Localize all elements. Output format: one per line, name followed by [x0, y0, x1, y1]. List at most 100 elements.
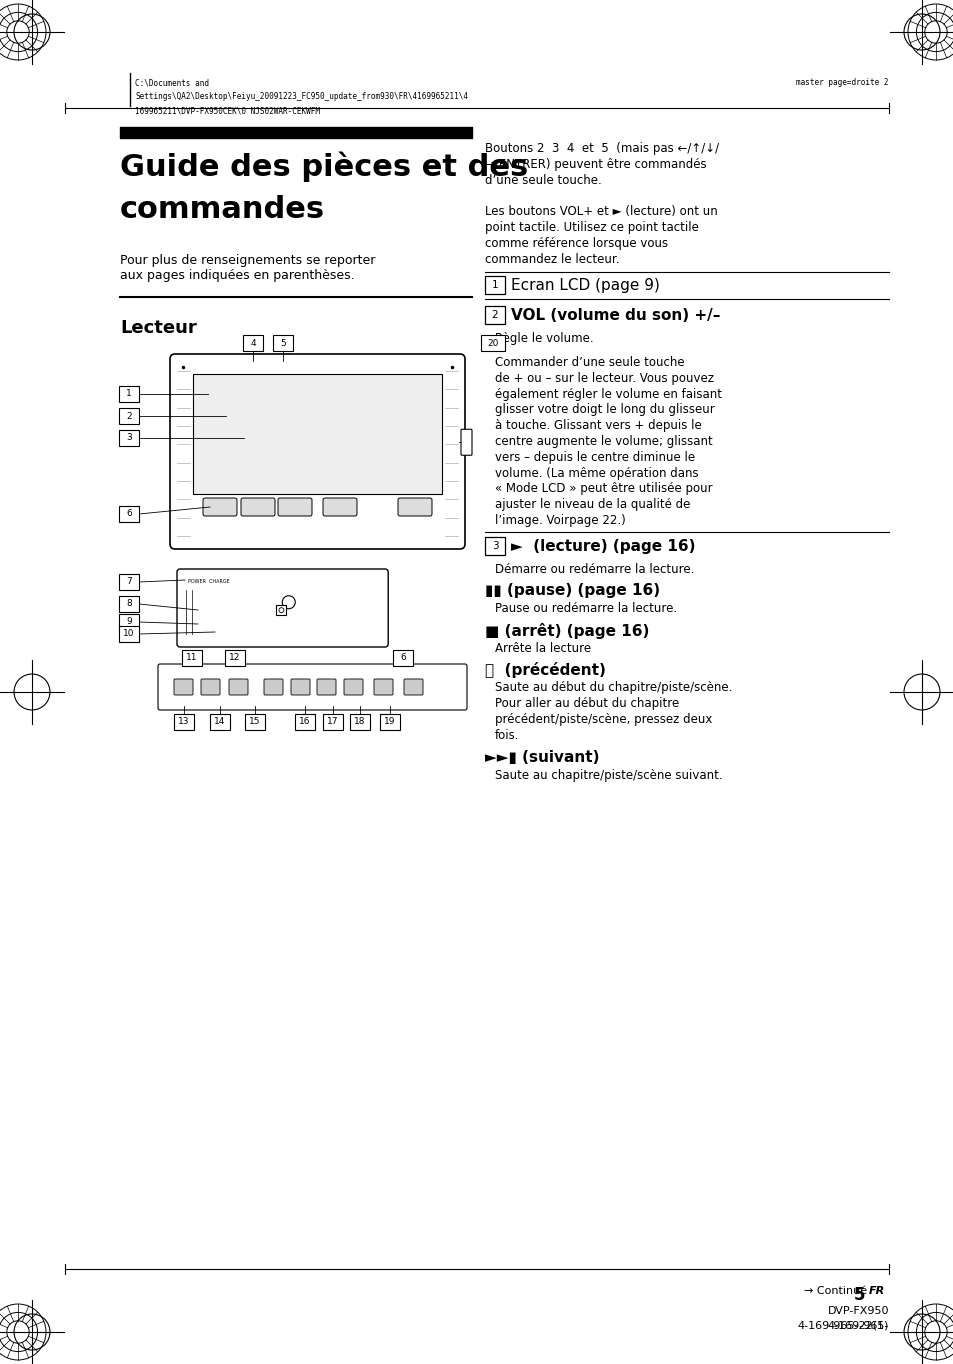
Bar [193, 374, 441, 494]
Text: 9: 9 [126, 618, 132, 626]
Text: 6: 6 [400, 653, 406, 663]
Text: 17: 17 [327, 717, 338, 727]
Text: 7: 7 [126, 577, 132, 587]
FancyBboxPatch shape [170, 355, 464, 548]
Text: VOL (volume du son) +/–: VOL (volume du son) +/– [511, 308, 720, 323]
Text: ►  (lecture) (page 16): ► (lecture) (page 16) [511, 539, 695, 554]
Text: Saute au chapitre/piste/scène suivant.: Saute au chapitre/piste/scène suivant. [495, 768, 721, 782]
FancyBboxPatch shape [264, 679, 283, 696]
FancyBboxPatch shape [201, 679, 220, 696]
Text: C:\Documents and: C:\Documents and [135, 78, 209, 87]
Text: DVP-FX950: DVP-FX950 [826, 1305, 888, 1316]
FancyBboxPatch shape [203, 498, 236, 516]
Bar [294, 713, 314, 730]
FancyBboxPatch shape [277, 498, 312, 516]
Bar [276, 606, 286, 615]
Text: ajuster le niveau de la qualité de: ajuster le niveau de la qualité de [495, 498, 690, 512]
Text: 19: 19 [384, 717, 395, 727]
Text: 1: 1 [491, 281, 497, 291]
Text: 11: 11 [186, 653, 197, 663]
Text: centre augmente le volume; glissant: centre augmente le volume; glissant [495, 435, 712, 449]
Bar [119, 430, 139, 446]
Text: 12: 12 [229, 653, 240, 663]
Text: l’image. Voirpage 22.): l’image. Voirpage 22.) [495, 514, 625, 527]
Text: également régler le volume en faisant: également régler le volume en faisant [495, 387, 721, 401]
Text: point tactile. Utilisez ce point tactile: point tactile. Utilisez ce point tactile [484, 221, 699, 235]
FancyBboxPatch shape [173, 679, 193, 696]
Text: 5: 5 [280, 338, 286, 348]
Text: 14: 14 [214, 717, 226, 727]
Bar [245, 713, 265, 730]
Text: Guide des pièces et des: Guide des pièces et des [120, 151, 528, 183]
Bar [173, 713, 193, 730]
Text: 3: 3 [491, 542, 497, 551]
Text: Règle le volume.: Règle le volume. [495, 333, 593, 345]
Text: Saute au début du chapitre/piste/scène.: Saute au début du chapitre/piste/scène. [495, 682, 732, 694]
Text: 4-169-965-22(1): 4-169-965-22(1) [797, 1320, 888, 1331]
Text: POWER  CHARGE: POWER CHARGE [188, 578, 230, 584]
Text: d’une seule touche.: d’une seule touche. [484, 173, 601, 187]
FancyBboxPatch shape [460, 430, 472, 456]
FancyBboxPatch shape [397, 498, 432, 516]
FancyBboxPatch shape [158, 664, 467, 711]
FancyBboxPatch shape [323, 498, 356, 516]
Bar [225, 651, 245, 666]
Text: volume. (La même opération dans: volume. (La même opération dans [495, 466, 698, 480]
Text: 2: 2 [491, 311, 497, 321]
Text: à touche. Glissant vers + depuis le: à touche. Glissant vers + depuis le [495, 419, 701, 432]
Text: Commander d’une seule touche: Commander d’une seule touche [495, 356, 684, 370]
Text: vers – depuis le centre diminue le: vers – depuis le centre diminue le [495, 451, 695, 464]
Bar [480, 336, 504, 351]
Bar [350, 713, 370, 730]
Text: 18: 18 [354, 717, 365, 727]
Bar [273, 336, 293, 351]
FancyBboxPatch shape [177, 569, 388, 647]
Text: 4: 4 [250, 338, 255, 348]
Text: 10: 10 [123, 630, 134, 638]
Text: FR: FR [868, 1286, 884, 1296]
Text: Arrête la lecture: Arrête la lecture [495, 642, 591, 655]
Bar [484, 277, 504, 295]
Bar [379, 713, 399, 730]
Bar [243, 336, 263, 351]
Bar [119, 626, 139, 642]
Text: Pour aller au début du chapitre: Pour aller au début du chapitre [495, 697, 679, 711]
Text: Démarre ou redémarre la lecture.: Démarre ou redémarre la lecture. [495, 563, 694, 576]
Text: 4-169-965-: 4-169-965- [827, 1320, 888, 1331]
Bar [119, 596, 139, 612]
Bar [210, 713, 230, 730]
FancyBboxPatch shape [374, 679, 393, 696]
FancyBboxPatch shape [403, 679, 422, 696]
Text: 16: 16 [299, 717, 311, 727]
Text: →/ENTRER) peuvent être commandés: →/ENTRER) peuvent être commandés [484, 158, 706, 170]
Text: Settings\QA2\Desktop\Feiyu_20091223_FC950_update_from930\FR\4169965211\4: Settings\QA2\Desktop\Feiyu_20091223_FC95… [135, 91, 468, 101]
Text: ■ (arrêt) (page 16): ■ (arrêt) (page 16) [484, 623, 649, 638]
Bar [119, 614, 139, 630]
Bar [119, 386, 139, 402]
Text: de + ou – sur le lecteur. Vous pouvez: de + ou – sur le lecteur. Vous pouvez [495, 372, 713, 385]
Text: ▮▮ (pause) (page 16): ▮▮ (pause) (page 16) [484, 584, 659, 599]
Text: 2: 2 [126, 412, 132, 420]
Text: 20: 20 [487, 338, 498, 348]
Text: commandez le lecteur.: commandez le lecteur. [484, 252, 618, 266]
Text: Lecteur: Lecteur [120, 319, 196, 337]
Bar [119, 408, 139, 424]
Bar [119, 506, 139, 522]
Text: master page=droite 2: master page=droite 2 [796, 78, 888, 87]
Text: fois.: fois. [495, 728, 519, 742]
Text: Les boutons VOL+ et ► (lecture) ont un: Les boutons VOL+ et ► (lecture) ont un [484, 205, 717, 218]
Text: 1: 1 [126, 390, 132, 398]
Text: précédent/piste/scène, pressez deux: précédent/piste/scène, pressez deux [495, 713, 712, 726]
Bar [119, 574, 139, 591]
Text: 8: 8 [126, 600, 132, 608]
Text: Boutons 2  3  4  et  5  (mais pas ←/↑/↓/: Boutons 2 3 4 et 5 (mais pas ←/↑/↓/ [484, 142, 719, 155]
FancyBboxPatch shape [241, 498, 274, 516]
Text: commandes: commandes [120, 195, 325, 224]
Text: 15: 15 [249, 717, 260, 727]
Bar [484, 537, 504, 555]
FancyBboxPatch shape [291, 679, 310, 696]
Text: ⏮  (précédent): ⏮ (précédent) [484, 663, 605, 678]
Text: 13: 13 [178, 717, 190, 727]
FancyBboxPatch shape [229, 679, 248, 696]
Bar [393, 651, 413, 666]
